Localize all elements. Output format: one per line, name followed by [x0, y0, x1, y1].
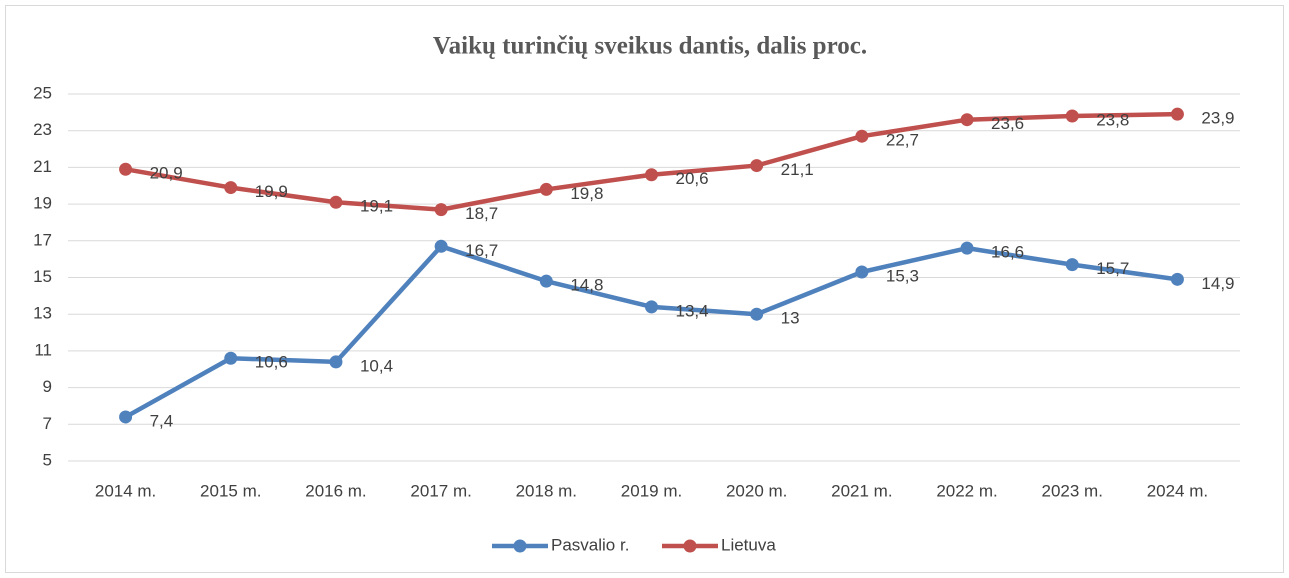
- data-point: [750, 159, 764, 173]
- data-label: 7,4: [150, 411, 174, 430]
- chart-border: [5, 5, 1284, 573]
- data-point: [539, 182, 553, 196]
- legend-label: Pasvalio r.: [551, 535, 629, 554]
- data-point: [434, 203, 448, 217]
- data-point: [224, 181, 238, 195]
- data-point: [434, 239, 448, 253]
- legend-marker: [513, 539, 527, 553]
- data-label: 10,4: [360, 356, 393, 375]
- data-point: [329, 195, 343, 209]
- data-point: [960, 241, 974, 255]
- y-tick-label: 7: [43, 414, 52, 433]
- data-point: [224, 351, 238, 365]
- data-point: [855, 265, 869, 279]
- data-label: 14,9: [1201, 274, 1234, 293]
- data-label: 16,7: [465, 241, 498, 260]
- data-point: [960, 113, 974, 127]
- data-point: [1170, 107, 1184, 121]
- data-label: 16,6: [991, 243, 1024, 262]
- data-label: 13,4: [676, 301, 709, 320]
- x-tick-label: 2020 m.: [726, 481, 787, 500]
- y-tick-label: 17: [33, 230, 52, 249]
- data-label: 21,1: [781, 160, 814, 179]
- y-tick-label: 15: [33, 267, 52, 286]
- data-label: 14,8: [570, 276, 603, 295]
- x-tick-label: 2014 m.: [95, 481, 156, 500]
- data-point: [119, 410, 133, 424]
- data-label: 20,6: [676, 169, 709, 188]
- data-label: 19,8: [570, 184, 603, 203]
- y-tick-label: 11: [34, 340, 52, 359]
- data-point: [1065, 258, 1079, 272]
- data-label: 23,9: [1201, 109, 1234, 128]
- y-tick-label: 19: [33, 194, 52, 213]
- data-label: 22,7: [886, 131, 919, 150]
- data-point: [1065, 109, 1079, 123]
- x-tick-label: 2019 m.: [621, 481, 682, 500]
- data-point: [855, 129, 869, 143]
- y-tick-label: 25: [33, 83, 52, 102]
- x-tick-label: 2017 m.: [410, 481, 471, 500]
- x-tick-label: 2023 m.: [1042, 481, 1103, 500]
- data-label: 15,3: [886, 266, 919, 285]
- x-tick-label: 2022 m.: [936, 481, 997, 500]
- x-tick-label: 2015 m.: [200, 481, 261, 500]
- y-tick-label: 13: [33, 304, 52, 323]
- data-label: 13: [781, 309, 800, 328]
- data-point: [645, 300, 658, 314]
- legend-label: Lietuva: [721, 535, 776, 554]
- data-label: 20,9: [150, 164, 183, 183]
- chart-title: Vaikų turinčių sveikus dantis, dalis pro…: [433, 33, 867, 60]
- data-label: 19,9: [255, 182, 288, 201]
- x-tick-label: 2021 m.: [831, 481, 892, 500]
- data-label: 23,6: [991, 114, 1024, 133]
- data-label: 10,6: [255, 353, 288, 372]
- y-tick-label: 5: [43, 450, 52, 469]
- data-point: [119, 162, 133, 176]
- data-label: 15,7: [1096, 259, 1129, 278]
- data-label: 23,8: [1096, 111, 1129, 130]
- y-tick-label: 9: [43, 377, 52, 396]
- data-label: 18,7: [465, 204, 498, 223]
- y-tick-label: 23: [33, 120, 52, 139]
- x-tick-label: 2018 m.: [516, 481, 577, 500]
- data-point: [750, 307, 764, 321]
- data-point: [645, 168, 658, 182]
- y-tick-label: 21: [33, 157, 52, 176]
- data-point: [1170, 272, 1184, 286]
- x-tick-label: 2024 m.: [1147, 481, 1208, 500]
- data-point: [539, 274, 553, 288]
- data-point: [329, 355, 343, 369]
- legend-marker: [683, 539, 697, 553]
- x-tick-label: 2016 m.: [305, 481, 366, 500]
- data-label: 19,1: [360, 197, 393, 216]
